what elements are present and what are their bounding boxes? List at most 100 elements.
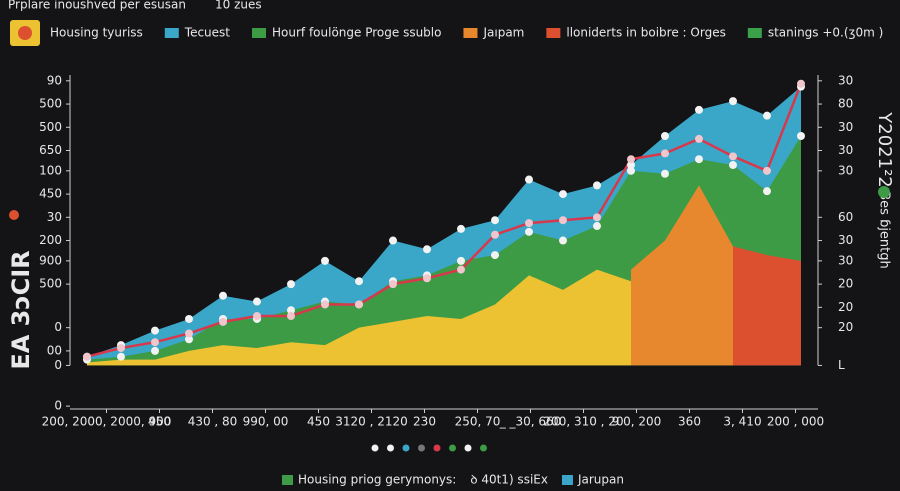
x-tick-label: 3120 , 2120 bbox=[335, 415, 408, 429]
y2-tick-label: 20 bbox=[838, 300, 853, 314]
marker bbox=[525, 227, 533, 236]
marker bbox=[389, 236, 397, 245]
bottom-legend-swatch bbox=[282, 475, 293, 485]
y2-tick-label: 30 bbox=[838, 253, 853, 267]
y-tick-label: 00 bbox=[47, 343, 62, 357]
y-tick-label: 200 bbox=[39, 233, 62, 247]
legend-swatch bbox=[747, 28, 762, 38]
y2-tick-label: 30 bbox=[838, 163, 853, 177]
x-tick-label: _ _30, 660 bbox=[499, 415, 562, 429]
page-dot bbox=[418, 444, 425, 452]
legend-label: Housing tyuriss bbox=[50, 26, 143, 40]
x-tick-label: 9 0, 200 bbox=[612, 415, 662, 429]
marker bbox=[491, 251, 499, 260]
legend-swatch bbox=[164, 28, 179, 38]
marker bbox=[457, 265, 465, 274]
marker bbox=[491, 216, 499, 225]
marker bbox=[287, 312, 295, 321]
marker bbox=[423, 245, 431, 254]
y2-tick-label: 20 bbox=[838, 320, 853, 334]
y-tick-label: 500 bbox=[39, 277, 62, 291]
marker bbox=[491, 230, 499, 239]
area bbox=[733, 246, 801, 366]
marker bbox=[729, 161, 737, 170]
x-tick-label: 230 bbox=[413, 415, 436, 429]
page-dot bbox=[371, 444, 379, 452]
page-dot bbox=[464, 444, 472, 452]
y-tick-label: 500 bbox=[39, 97, 62, 111]
legend-label: Jaıpam bbox=[482, 26, 524, 40]
y2-tick-label: 30 bbox=[838, 143, 853, 157]
marker bbox=[151, 346, 159, 355]
y-tick-label: 0 bbox=[54, 358, 62, 372]
y-tick-label: 450 bbox=[39, 187, 62, 201]
line bbox=[86, 83, 803, 358]
right-title-2: Y2021²2 bbox=[874, 111, 895, 187]
x-tick-label: 450 bbox=[307, 415, 330, 429]
x-tick-label: 200, 310 , 20 bbox=[543, 415, 623, 429]
x-tick-label: 990, 00 bbox=[243, 415, 289, 429]
y-tick-label: 650 bbox=[39, 143, 62, 157]
legend-label: Tecuest bbox=[184, 26, 231, 40]
x-tick-label: 250, 70 bbox=[455, 415, 501, 429]
right-dot bbox=[878, 186, 890, 198]
x-tick-label: 200, 2000, 2000, 900 bbox=[42, 415, 172, 429]
page-dot bbox=[387, 444, 394, 452]
bottom-legend-label: ꝺ 40t1) ssiEx bbox=[470, 473, 548, 487]
y-tick-label: 30 bbox=[47, 210, 62, 224]
x-tick-label: 450 bbox=[148, 415, 171, 429]
marker bbox=[185, 329, 193, 338]
marker bbox=[321, 256, 329, 265]
marker bbox=[729, 152, 737, 161]
marker bbox=[83, 352, 91, 361]
x-tick-label: 360 bbox=[678, 415, 701, 429]
marker bbox=[457, 256, 465, 265]
bottom-legend-swatch bbox=[561, 475, 573, 485]
marker bbox=[593, 222, 601, 231]
y-tick-label: 0 bbox=[54, 399, 62, 413]
right-title: Bes ɓjentgh bbox=[877, 191, 892, 269]
marker bbox=[559, 236, 567, 245]
legend-label: Hourf foulönge Proge ssublo bbox=[272, 26, 441, 40]
marker bbox=[763, 111, 771, 120]
marker bbox=[287, 280, 295, 289]
y-tick-label: 900 bbox=[39, 253, 62, 267]
y2-tick-label: L bbox=[838, 358, 845, 372]
marker bbox=[457, 224, 465, 233]
marker bbox=[593, 181, 601, 190]
marker bbox=[151, 338, 159, 347]
legend-label: stanings +0.(ʒ0m ) bbox=[768, 26, 883, 40]
marker bbox=[763, 187, 771, 196]
marker bbox=[661, 169, 669, 178]
marker bbox=[661, 131, 669, 140]
left-dot bbox=[9, 210, 19, 220]
y-tick-label: 90 bbox=[47, 73, 62, 87]
marker bbox=[117, 352, 125, 361]
bottom-legend-label: Jarupan bbox=[577, 473, 624, 487]
marker bbox=[695, 155, 703, 164]
y2-tick-label: 20 bbox=[838, 277, 853, 291]
marker bbox=[185, 314, 193, 323]
marker bbox=[695, 134, 703, 143]
y2-tick-label: 80 bbox=[838, 97, 853, 111]
menu-button-dot bbox=[18, 26, 32, 40]
y2-tick-label: 30 bbox=[838, 233, 853, 247]
marker bbox=[559, 190, 567, 199]
marker bbox=[219, 291, 227, 300]
x-tick-label: 3, 410 bbox=[723, 415, 761, 429]
marker bbox=[593, 213, 601, 222]
marker bbox=[695, 105, 703, 114]
marker bbox=[355, 277, 363, 286]
y2-tick-label: 30 bbox=[838, 120, 853, 134]
area bbox=[631, 185, 733, 366]
marker bbox=[729, 97, 737, 106]
page-dot bbox=[449, 444, 456, 452]
y2-tick-label: 30 bbox=[838, 73, 853, 87]
top-note: 10 zues bbox=[215, 0, 262, 12]
marker bbox=[627, 166, 635, 175]
marker bbox=[355, 300, 363, 309]
top-text: Prplare inoushved per esusan bbox=[8, 0, 186, 12]
bottom-legend-label: Housing priog gerymonys: bbox=[298, 473, 456, 487]
marker bbox=[117, 344, 125, 353]
